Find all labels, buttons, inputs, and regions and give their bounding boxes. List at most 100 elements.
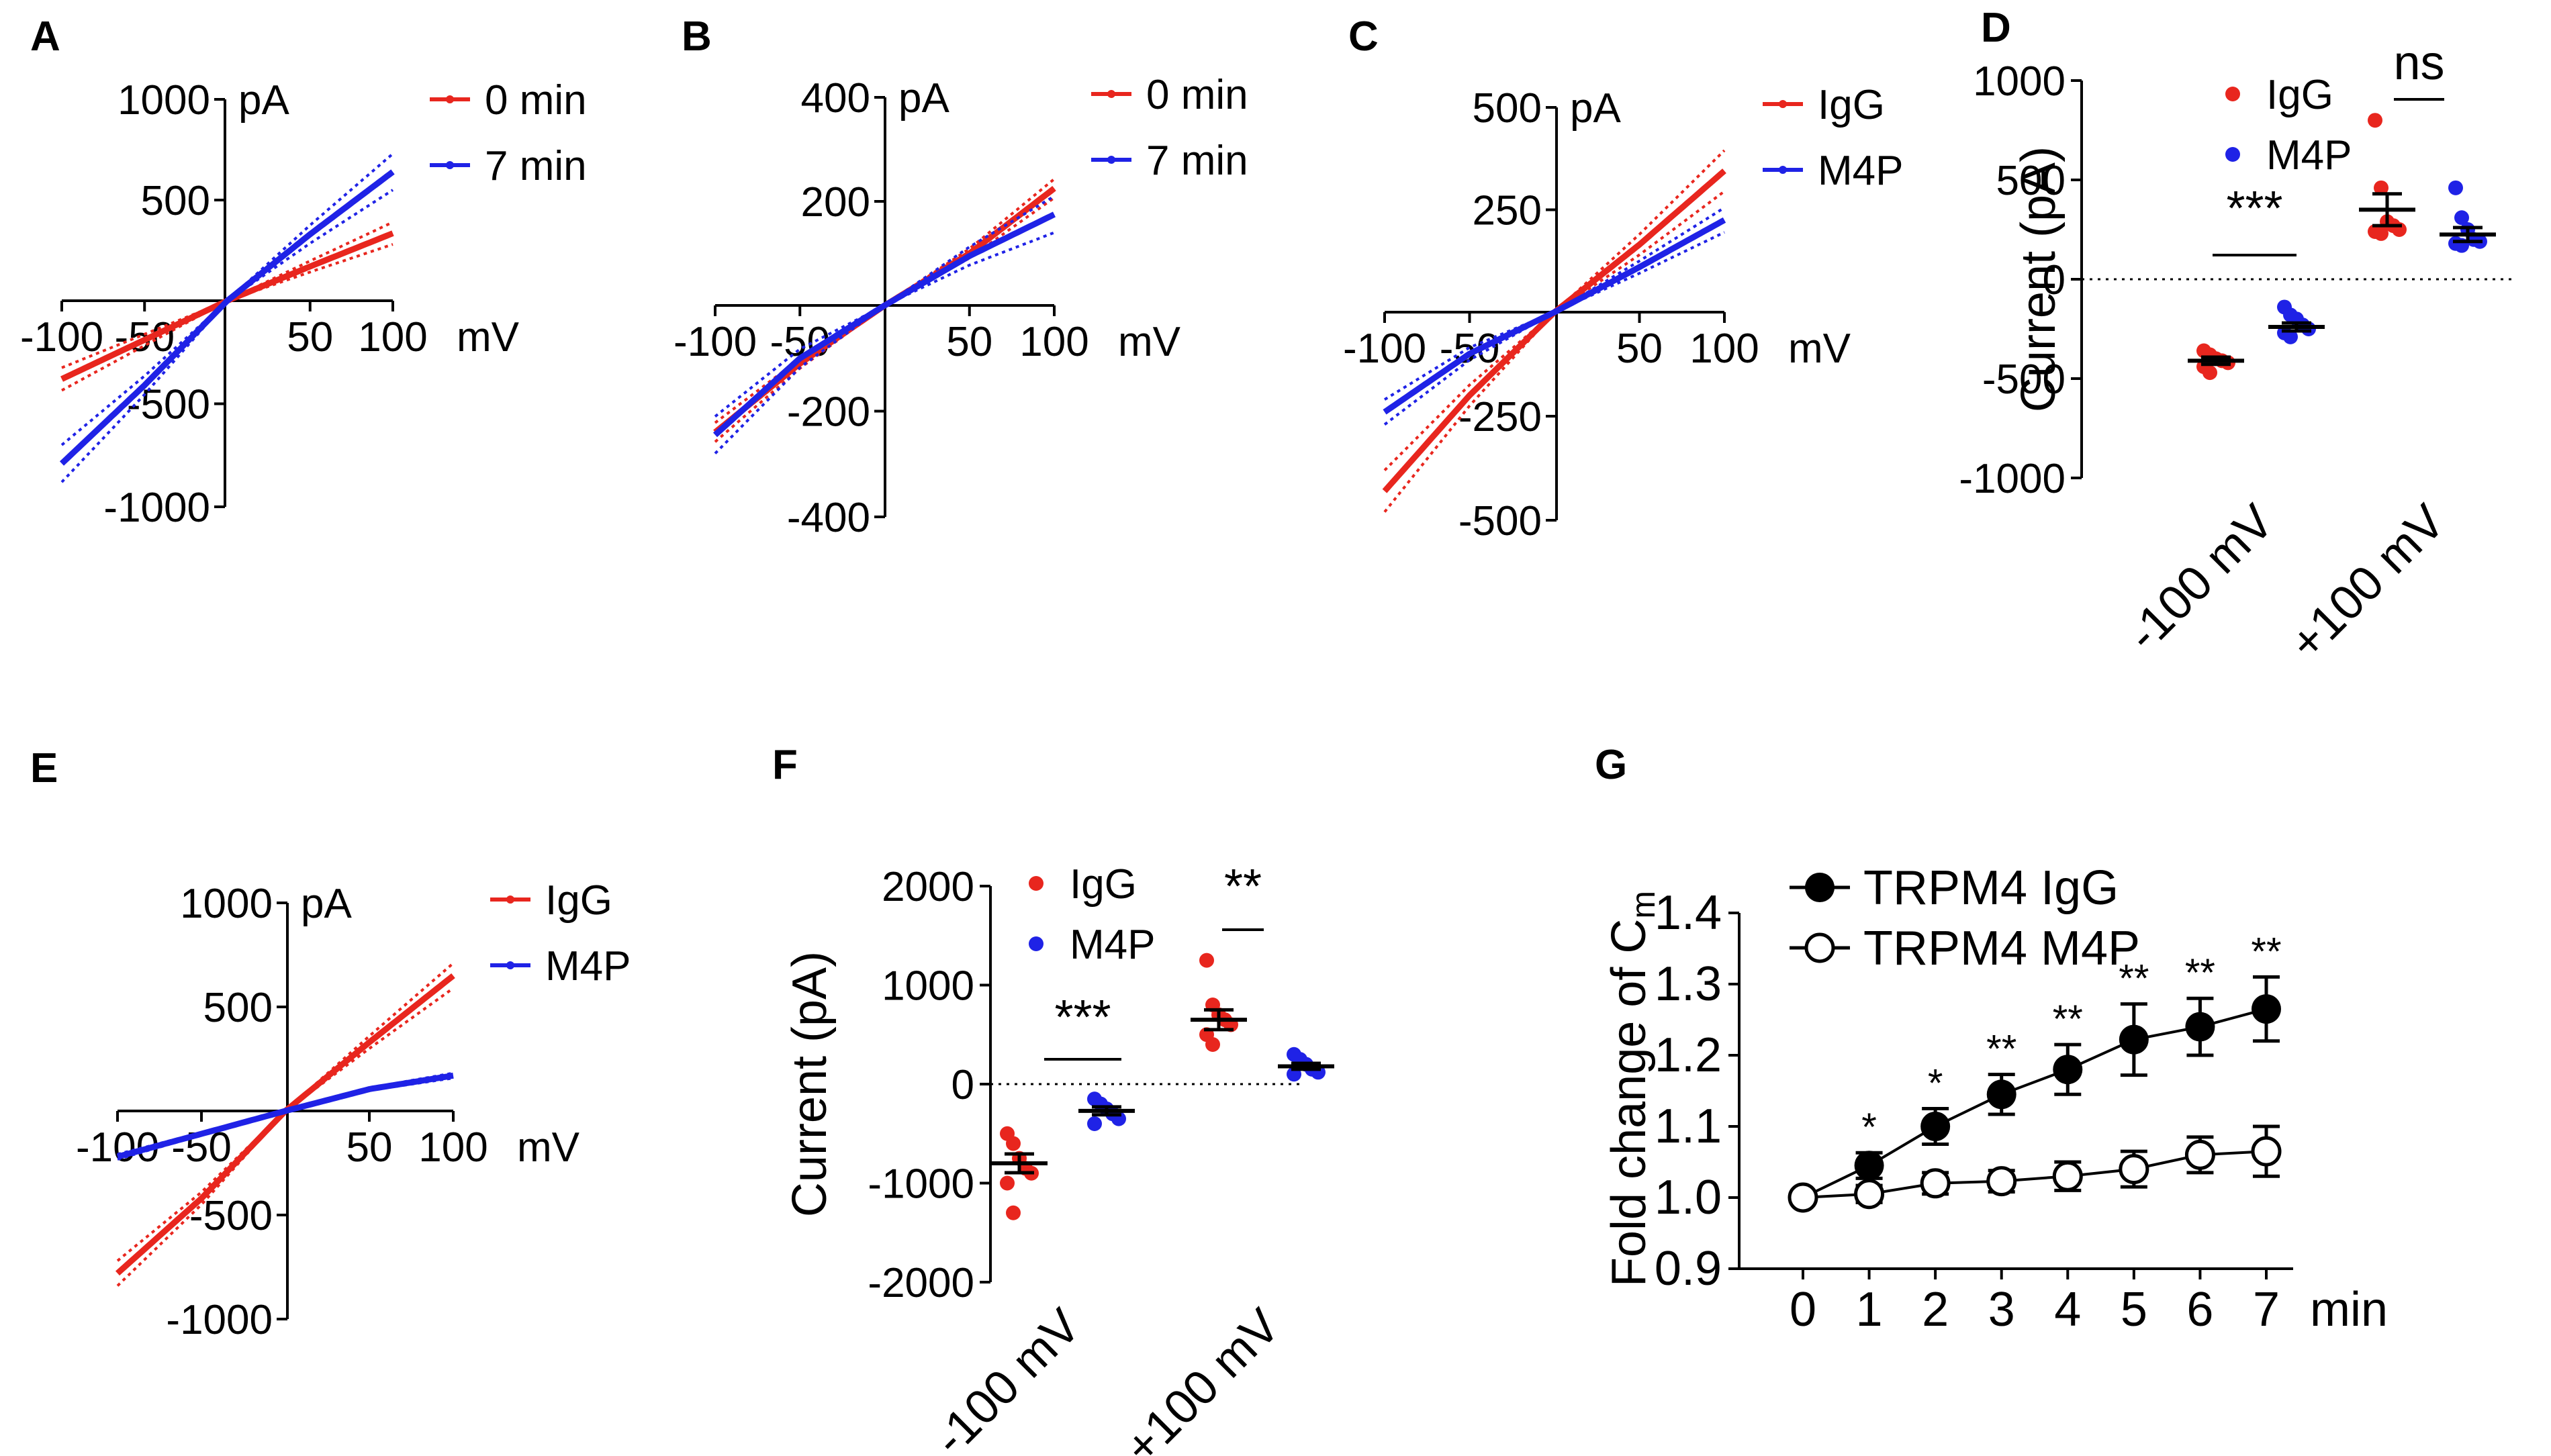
data-point	[1087, 1116, 1102, 1131]
data-point	[2448, 180, 2463, 195]
y-tick-label: -500	[1982, 356, 2066, 403]
x-tick-label: -100	[20, 314, 103, 360]
x-tick-label: -100	[1343, 326, 1426, 372]
category-label: -100 mV	[923, 1299, 1091, 1456]
y-tick-label: 250	[1473, 188, 1542, 234]
x-unit-label: mV	[457, 314, 520, 360]
series-7-min-line	[59, 169, 395, 466]
panel-F: F 2000 1000 0 -1000 -2000 Current (pA) -100 mV +…	[772, 742, 1334, 1456]
panel-label-A: A	[30, 13, 60, 60]
legend-label: IgG	[1070, 861, 1137, 908]
data-point-open	[2119, 1154, 2149, 1185]
y-tick-label: -1000	[1959, 456, 2066, 502]
series-m4p-lower-band	[1383, 231, 1725, 426]
y-tick-label: -500	[1458, 498, 1542, 544]
x-tick-label: 100	[1019, 319, 1088, 365]
y-unit-label: pA	[301, 881, 352, 927]
series-0-min-line	[60, 230, 394, 382]
x-tick-label: 50	[946, 319, 992, 365]
y-tick-label: -1000	[868, 1161, 974, 1208]
y-tick-label: 500	[1996, 158, 2066, 204]
y-axis-title: Fold change of Cm	[1602, 891, 1662, 1287]
y-tick-label: 500	[141, 178, 210, 224]
data-point	[1199, 953, 1214, 968]
series-0-min-lower-band	[61, 243, 393, 392]
legend-marker	[446, 161, 454, 169]
legend-label: M4P	[1818, 148, 1903, 194]
y-tick-label: 1000	[180, 881, 273, 927]
significance-label: **	[2185, 951, 2215, 995]
data-point-open	[1920, 1168, 1951, 1199]
x-tick-label: 7	[2253, 1283, 2280, 1337]
legend-label: M4P	[2266, 132, 2352, 179]
data-point	[2368, 113, 2382, 128]
y-tick-label: 200	[801, 179, 870, 226]
y-tick-label: -400	[787, 495, 870, 541]
legend-marker	[1779, 100, 1787, 108]
x-unit-label: mV	[1788, 326, 1851, 372]
legend-marker	[1029, 936, 1043, 951]
panel-label-B: B	[682, 13, 712, 60]
legend-marker	[1779, 166, 1787, 174]
legend-label: 7 min	[485, 143, 587, 189]
legend-label: 7 min	[1146, 138, 1248, 184]
significance-label: **	[1986, 1028, 2016, 1071]
category-label: +100 mV	[1115, 1299, 1291, 1456]
significance-label: ns	[2393, 36, 2444, 90]
legend-label: M4P	[1070, 922, 1155, 968]
legend-label: IgG	[2266, 72, 2333, 118]
y-tick-label: 1.3	[1655, 957, 1722, 1011]
x-tick-label: 2	[1922, 1283, 1949, 1337]
data-point	[1000, 1175, 1015, 1191]
legend-label: IgG	[545, 877, 612, 924]
data-point	[1006, 1136, 1021, 1151]
x-tick-label: 50	[1616, 326, 1663, 372]
legend-label: TRPM4 M4P	[1863, 922, 2140, 975]
data-point	[2454, 210, 2469, 226]
series-igg-lower-band	[116, 987, 455, 1287]
x-tick-label: 100	[418, 1124, 488, 1171]
data-point	[1205, 1037, 1220, 1052]
significance-label: **	[1224, 860, 1262, 914]
series-0-min-lower-band	[714, 196, 1056, 443]
data-point-open	[2251, 1136, 2282, 1167]
data-point-open	[1986, 1166, 2017, 1197]
legend-marker	[1107, 156, 1115, 164]
x-tick-label: 4	[2054, 1283, 2081, 1337]
series-7-min-lower-band	[60, 189, 394, 483]
panel-label-G: G	[1595, 742, 1627, 788]
y-unit-label: pA	[1570, 85, 1621, 132]
x-unit-label: mV	[517, 1124, 580, 1171]
panel-label-C: C	[1348, 13, 1379, 60]
panel-label-E: E	[30, 745, 58, 791]
series-m4p-lower-band	[117, 1077, 454, 1161]
legend-marker	[2225, 147, 2240, 162]
x-tick-label: 6	[2186, 1283, 2213, 1337]
y-axis-title: Current (pA)	[2012, 146, 2066, 412]
y-tick-label: 1.4	[1655, 886, 1722, 940]
data-point-open	[2184, 1139, 2215, 1170]
y-tick-label: 500	[1473, 85, 1542, 132]
y-axis-title: Current (pA)	[783, 951, 837, 1217]
data-point-filled	[2185, 1012, 2215, 1042]
data-point-filled	[2053, 1055, 2083, 1085]
legend-marker	[1804, 932, 1835, 963]
y-tick-label: -2000	[868, 1260, 974, 1306]
y-tick-label: 0.9	[1655, 1242, 1722, 1296]
legend-marker	[506, 895, 514, 904]
y-tick-label: 1.0	[1655, 1171, 1722, 1224]
x-tick-label: 1	[1856, 1283, 1883, 1337]
series-igg-line	[115, 973, 455, 1276]
data-point-filled	[1854, 1151, 1884, 1181]
y-tick-label: 1000	[118, 77, 210, 124]
series-m4p-line	[116, 1072, 454, 1160]
series-igg-line	[1382, 168, 1726, 493]
data-point	[2374, 226, 2388, 241]
y-tick-label: 1000	[1973, 58, 2066, 105]
y-tick-label: 0	[2043, 257, 2066, 303]
legend-marker	[1107, 90, 1115, 98]
significance-label: ***	[1054, 991, 1111, 1045]
